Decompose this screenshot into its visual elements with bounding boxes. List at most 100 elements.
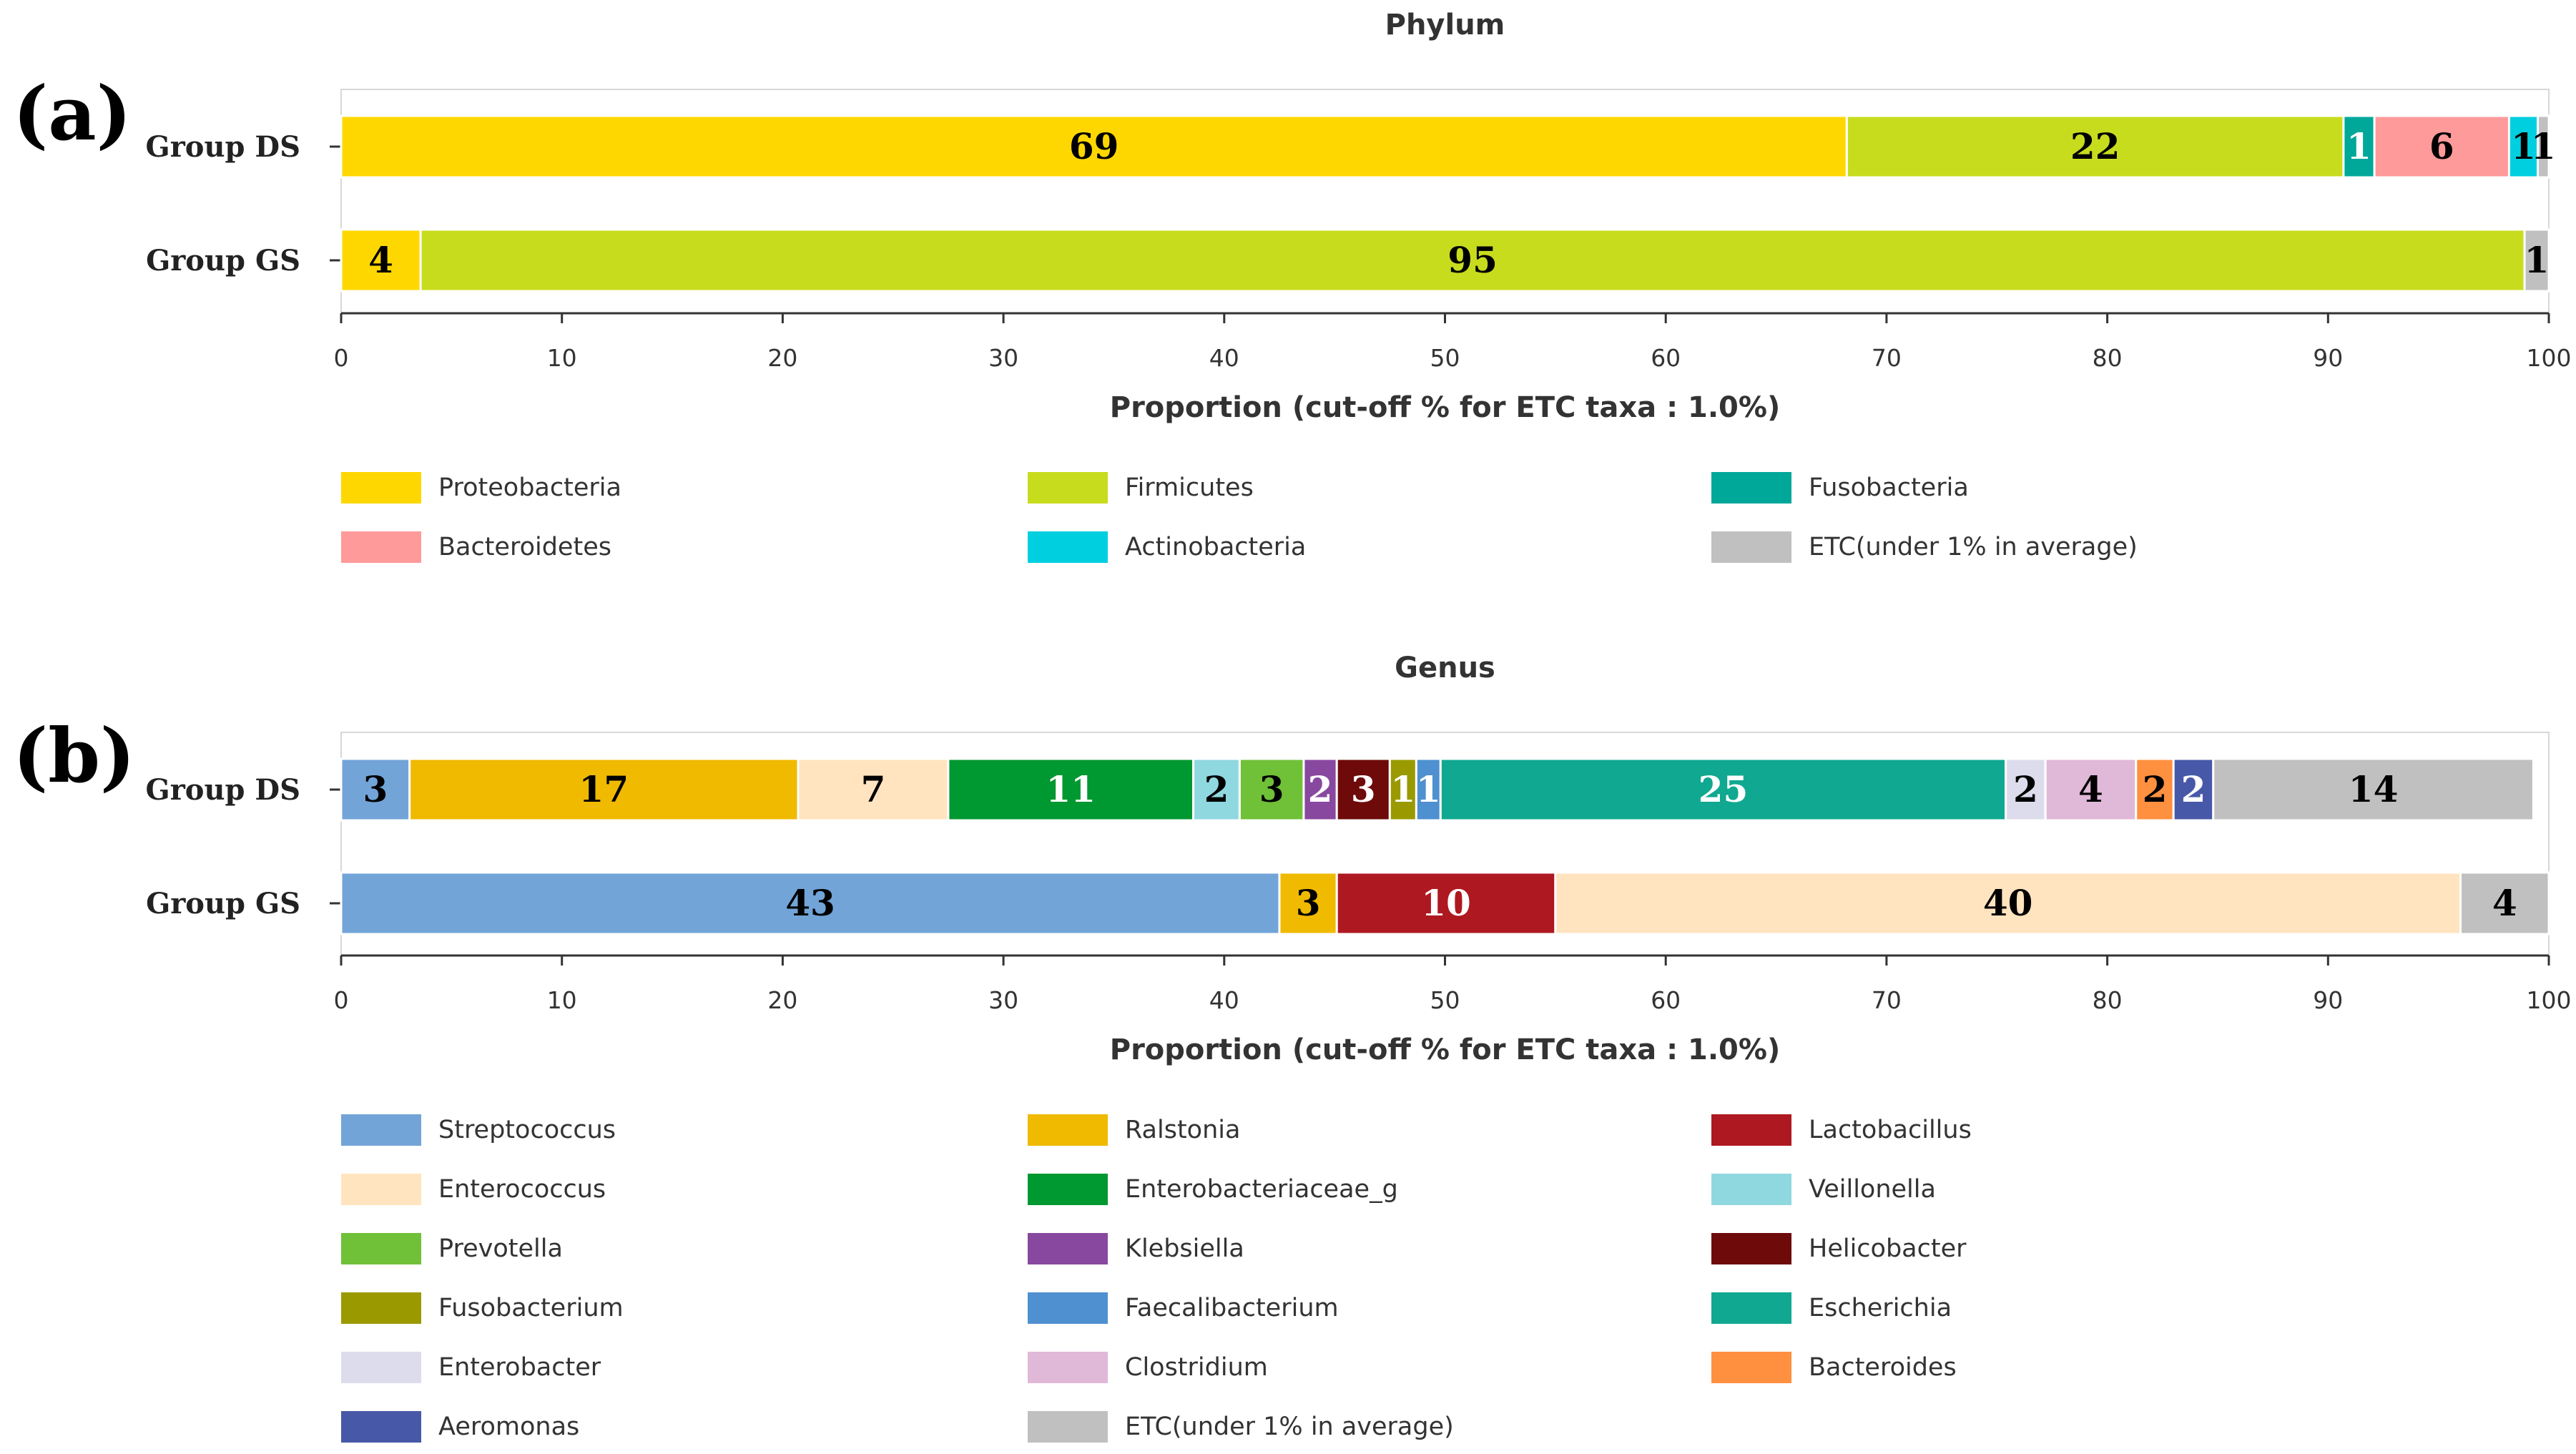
- legend-label: ETC(under 1% in average): [1809, 533, 2138, 561]
- bar-value-label: 4: [2492, 882, 2517, 924]
- category-label: Group DS: [146, 130, 300, 164]
- bar-value-label: 2: [1204, 768, 1229, 810]
- legend-swatch: [1028, 1411, 1108, 1443]
- legend-item: Escherichia: [1711, 1292, 1952, 1324]
- bar-value-label: 17: [579, 768, 629, 810]
- bar-value-label: 1: [2511, 125, 2536, 167]
- bar-segment: [2507, 114, 2540, 179]
- legend-label: Bacteroides: [1809, 1353, 1957, 1382]
- x-tick-label: 90: [2313, 344, 2343, 372]
- bar-segment: [408, 757, 800, 822]
- legend-label: Klebsiella: [1125, 1234, 1244, 1263]
- bar-segment: [1554, 871, 2462, 935]
- chart-title-genus: Genus: [1395, 652, 1495, 684]
- x-tick-label: 0: [334, 986, 349, 1014]
- legend-swatch: [341, 1114, 421, 1146]
- bar-value-label: 40: [1983, 882, 2033, 924]
- legend-item: Proteobacteria: [341, 472, 621, 504]
- legend-item: Klebsiella: [1028, 1233, 1244, 1264]
- legend-item: ETC(under 1% in average): [1711, 531, 2138, 563]
- category-label: Group GS: [146, 244, 300, 277]
- bar-segment: [797, 757, 950, 822]
- x-tick-label: 100: [2527, 986, 2572, 1014]
- legend-swatch: [1028, 1114, 1108, 1146]
- legend-swatch: [1028, 1174, 1108, 1205]
- bar-segment: [340, 871, 1281, 935]
- bar-segment: [1302, 757, 1338, 822]
- bar-segment: [1415, 757, 1442, 822]
- legend-swatch: [341, 472, 421, 504]
- bar-segment: [2135, 757, 2175, 822]
- x-tick-label: 90: [2313, 986, 2343, 1014]
- legend-item: Bacteroides: [1711, 1352, 1957, 1383]
- legend-label: Actinobacteria: [1125, 533, 1306, 561]
- legend-swatch: [341, 1352, 421, 1383]
- legend-swatch: [1028, 531, 1108, 563]
- x-tick-label: 20: [767, 344, 797, 372]
- legend-item: Faecalibacterium: [1028, 1292, 1339, 1324]
- legend-swatch: [1028, 1292, 1108, 1324]
- legend-item: ETC(under 1% in average): [1028, 1411, 1454, 1443]
- bar-value-label: 95: [1447, 239, 1498, 281]
- legend-swatch: [341, 1174, 421, 1205]
- legend-swatch: [1711, 1292, 1791, 1324]
- legend-label: Escherichia: [1809, 1294, 1952, 1322]
- legend-swatch: [1711, 1233, 1791, 1264]
- legend-swatch: [1028, 1352, 1108, 1383]
- legend-swatch: [1028, 472, 1108, 504]
- bar-value-label: 1: [1416, 768, 1441, 810]
- x-tick-label: 10: [547, 986, 577, 1014]
- bar-value-label: 25: [1699, 768, 1749, 810]
- x-tick-label: 80: [2093, 986, 2123, 1014]
- bar-value-label: 69: [1069, 125, 1119, 167]
- x-tick-label: 50: [1430, 344, 1460, 372]
- legend-swatch: [341, 1292, 421, 1324]
- x-tick-label: 70: [1872, 344, 1902, 372]
- legend-item: Veillonella: [1711, 1174, 1936, 1205]
- panel-label-a: (a): [13, 69, 132, 157]
- bar-value-label: 10: [1421, 882, 1471, 924]
- bar-segment: [340, 228, 422, 293]
- phylum-panel: (a) Phylum 0 10 20 30 40 50 60 70 80 90 100 Group D…: [13, 9, 2572, 563]
- legend-label: Enterococcus: [438, 1175, 606, 1204]
- x-tick-label: 40: [1209, 344, 1239, 372]
- bar-segment: [2212, 757, 2535, 822]
- category-label: Group GS: [146, 887, 300, 920]
- legend-swatch: [1711, 531, 1791, 563]
- x-tick-label: 10: [547, 344, 577, 372]
- legend-swatch: [1028, 1233, 1108, 1264]
- legend-item: Fusobacteria: [1711, 472, 1969, 504]
- legend-label: Firmicutes: [1125, 473, 1254, 502]
- legend-label: Bacteroidetes: [438, 533, 611, 561]
- bar-segment: [1845, 114, 2345, 179]
- panel-label-b: (b): [13, 712, 135, 800]
- bar-value-label: 6: [2429, 125, 2454, 167]
- bar-segment: [340, 114, 1848, 179]
- bar-segment: [2373, 114, 2510, 179]
- legend-item: Prevotella: [341, 1233, 563, 1264]
- legend-item: Enterobacteriaceae_g: [1028, 1174, 1398, 1205]
- x-tick-label: 0: [334, 344, 349, 372]
- x-tick-label: 20: [767, 986, 797, 1014]
- bar-segment: [2523, 228, 2550, 293]
- bar-value-label: 3: [1351, 768, 1376, 810]
- chart-title-phylum: Phylum: [1385, 9, 1505, 41]
- bar-segment: [1335, 871, 1557, 935]
- category-label: Group DS: [146, 773, 300, 807]
- legend-item: Actinobacteria: [1028, 531, 1306, 563]
- bar-segment: [419, 228, 2526, 293]
- bar-segment: [340, 757, 411, 822]
- bar-value-label: 3: [1259, 768, 1284, 810]
- legend-item: Enterobacter: [341, 1352, 601, 1383]
- bar-value-label: 1: [2346, 125, 2371, 167]
- bar-value-label: 2: [2181, 768, 2206, 810]
- bar-value-label: 3: [1296, 882, 1321, 924]
- bar-segment: [2044, 757, 2138, 822]
- phylum-legend: Proteobacteria Firmicutes Fusobacteria Bact…: [341, 472, 2138, 563]
- bar-value-label: 1: [2525, 239, 2550, 281]
- legend-label: Clostridium: [1125, 1353, 1268, 1382]
- legend-swatch: [1711, 1174, 1791, 1205]
- legend-label: Ralstonia: [1125, 1116, 1240, 1144]
- legend-swatch: [1711, 472, 1791, 504]
